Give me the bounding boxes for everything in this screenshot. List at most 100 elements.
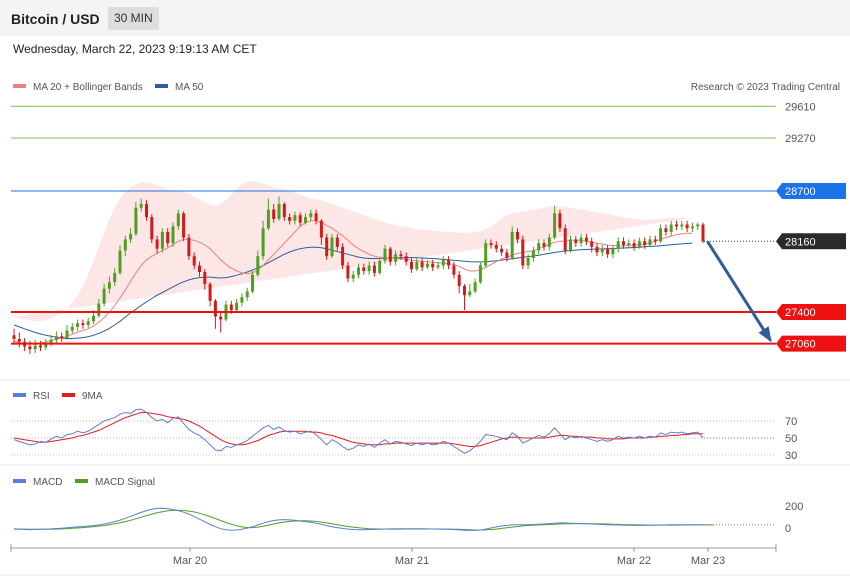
ma50-line [13, 242, 693, 339]
candle-body [531, 250, 535, 259]
candle-body [383, 248, 387, 261]
chart-header: Bitcoin / USD 30 MIN [0, 0, 850, 36]
candle-body [690, 226, 694, 229]
candle-body [659, 228, 663, 242]
current-price-tag [776, 233, 846, 250]
candle-body [166, 231, 170, 244]
candle-body [282, 204, 286, 218]
forecast-arrow-shaft [706, 240, 772, 342]
candle-body [478, 265, 482, 283]
candle-body [415, 261, 419, 270]
candle-body [272, 209, 276, 219]
current-price-value: 28160 [785, 236, 816, 248]
candle-body [192, 256, 196, 266]
candle-body [410, 261, 413, 270]
legend-swatch-macd [13, 479, 26, 483]
candle-body [288, 217, 292, 221]
candle-body [569, 239, 572, 251]
legend-label-rsi-9ma: 9MA [82, 391, 103, 402]
candle-body [653, 239, 657, 242]
candle-body [537, 243, 541, 251]
candle-body [468, 291, 472, 296]
candle-body [134, 207, 138, 234]
candle-body [107, 282, 111, 289]
candle-body [452, 265, 456, 275]
candle-body [616, 241, 620, 249]
copyright-text: Research © 2023 Trading Central [691, 82, 840, 93]
candle-body [335, 237, 339, 247]
candle-body [314, 213, 318, 221]
legend-swatch-rsi [13, 393, 26, 397]
candle-body [92, 315, 95, 322]
x-axis-tick-label: Mar 21 [395, 555, 429, 567]
candle-body [622, 241, 625, 245]
price-legend: MA 20 + Bollinger Bands MA 50 [13, 82, 204, 93]
candle-body [325, 237, 329, 257]
candle-body [256, 256, 260, 275]
candle-body [298, 215, 302, 223]
candle-body [484, 243, 488, 266]
candle-body [510, 231, 514, 259]
candle-body [441, 259, 445, 266]
candle-body [447, 259, 451, 266]
candle-body [182, 213, 186, 238]
rsi-level-label: 70 [785, 416, 797, 428]
candle-body [362, 267, 366, 272]
ma20-line [13, 220, 693, 345]
candle-body [500, 248, 504, 253]
legend-label-macd: MACD [33, 477, 62, 488]
candle-body [60, 336, 64, 339]
macd-level-label: 0 [785, 523, 791, 535]
candle-body [118, 250, 122, 273]
x-axis-tick-label: Mar 23 [691, 555, 725, 567]
candle-body [563, 228, 567, 251]
legend-label-ma20: MA 20 + Bollinger Bands [33, 82, 143, 93]
level-value: 29270 [785, 133, 816, 145]
candle-body [86, 321, 90, 326]
legend-swatch-ma50 [155, 84, 168, 88]
candle-body [346, 265, 350, 279]
candle-body [198, 265, 201, 272]
candle-body [113, 272, 117, 283]
candle-body [590, 241, 594, 247]
candle-body [696, 224, 700, 227]
candle-body [606, 248, 610, 255]
candle-body [245, 291, 249, 298]
candle-body [70, 326, 74, 331]
candle-body [372, 265, 376, 273]
candle-body [266, 209, 270, 229]
level-tag [776, 183, 846, 199]
legend-swatch-rsi-9ma [62, 393, 75, 397]
legend-label-rsi: RSI [33, 391, 50, 402]
x-axis-tick-label: Mar 20 [173, 555, 207, 567]
rsi-legend: RSI 9MA [13, 391, 103, 402]
candle-body [235, 302, 239, 311]
candle-body [261, 228, 265, 257]
candle-body [521, 239, 525, 266]
candle-body [341, 246, 345, 266]
candle-body [553, 213, 557, 238]
candle-body [293, 215, 297, 221]
timeframe-selector[interactable]: 30 MIN [108, 7, 159, 30]
level-value: 27060 [785, 339, 816, 351]
candle-body [558, 213, 562, 229]
candle-body [304, 217, 307, 223]
candle-body [516, 231, 519, 240]
candle-body [81, 323, 85, 326]
candle-body [160, 231, 164, 249]
candle-body [431, 263, 435, 268]
rsi-level-label: 30 [785, 450, 797, 462]
rsi-line [13, 408, 704, 454]
candle-body [240, 297, 244, 303]
candle-body [319, 220, 323, 238]
macd-legend: MACD MACD Signal [13, 477, 155, 488]
candle-body [277, 204, 281, 219]
candle-body [542, 243, 546, 247]
candle-body [155, 239, 159, 249]
candle-body [425, 263, 429, 268]
candle-body [664, 228, 668, 232]
candle-body [251, 274, 254, 292]
candle-body [627, 243, 631, 245]
candle-body [394, 254, 398, 262]
candle-body [139, 204, 143, 208]
